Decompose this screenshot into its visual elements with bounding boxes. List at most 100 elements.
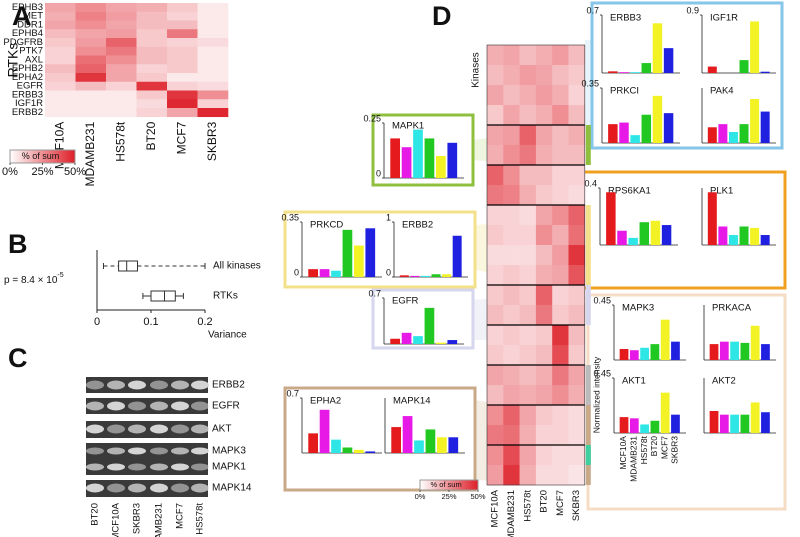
- axis-label: Kinases: [471, 52, 482, 88]
- heatmap-cell: [106, 29, 137, 39]
- y-tick-label: 0.25: [363, 113, 381, 123]
- heatmap-cell: [136, 55, 168, 65]
- bar: [308, 269, 318, 277]
- bar: [750, 325, 760, 360]
- gel-band: [150, 380, 168, 390]
- heatmap-cell: [75, 108, 107, 118]
- bar: [401, 147, 412, 178]
- bar: [354, 245, 364, 277]
- bar: [750, 99, 760, 143]
- bar: [761, 412, 770, 433]
- heatmap-cell: [535, 365, 553, 386]
- row-label: PTK7: [19, 46, 43, 57]
- heatmap-cell: [535, 405, 553, 426]
- heatmap-cell: [487, 445, 504, 466]
- lane-label: BT20: [90, 503, 101, 526]
- heatmap-cell: [75, 11, 107, 21]
- heatmap-cell: [552, 245, 569, 266]
- heatmap-cell: [106, 20, 137, 30]
- row-label: EPHB2: [12, 63, 43, 74]
- heatmap-cell: [503, 85, 520, 106]
- bar: [414, 440, 424, 453]
- bar: [342, 229, 353, 277]
- heatmap-cell: [45, 38, 76, 48]
- column-label: MCF10A: [490, 489, 501, 527]
- row-label: ERBB2: [12, 107, 43, 118]
- heatmap-cell: [568, 245, 586, 266]
- heatmap-cell: [75, 64, 107, 74]
- bar: [447, 340, 458, 344]
- heatmap-cell: [167, 46, 198, 56]
- heatmap-cell: [503, 345, 520, 366]
- heatmap-cell: [519, 65, 537, 86]
- heatmap-cell: [519, 345, 537, 366]
- colorbar-title: % of sum: [430, 480, 461, 489]
- chart-title: IGF1R: [710, 13, 738, 24]
- gel-band: [86, 380, 104, 390]
- heatmap-cell: [487, 425, 504, 446]
- gel-band: [128, 424, 146, 434]
- colorbar-title: % of sum: [22, 151, 60, 161]
- heatmap-cell: [519, 145, 537, 166]
- bar-category-label: SKBR3: [670, 436, 680, 464]
- cluster-strip: [585, 365, 591, 405]
- heatmap-cell: [503, 445, 520, 466]
- heatmap-cell: [167, 11, 198, 21]
- bar: [399, 275, 409, 277]
- heatmap-cell: [197, 99, 229, 109]
- row-label: DDR1: [17, 19, 43, 30]
- gel-strip: [86, 480, 208, 497]
- heatmap-cell: [552, 125, 569, 146]
- bar: [413, 336, 423, 344]
- heatmap-cell: [503, 465, 520, 486]
- bar: [650, 420, 660, 433]
- heatmap-cell: [503, 165, 520, 186]
- bar: [391, 427, 401, 453]
- heatmap-cell: [568, 425, 586, 446]
- heatmap-cell: [552, 165, 569, 186]
- bar: [641, 114, 652, 143]
- heatmap-cell: [487, 165, 504, 186]
- heatmap-cell: [503, 325, 520, 346]
- frame: [590, 1, 784, 150]
- gel-band: [86, 447, 104, 455]
- bar: [308, 433, 318, 453]
- gel-band: [128, 380, 146, 390]
- chart-title: PRKACA: [712, 303, 752, 314]
- bar: [619, 72, 629, 73]
- gel-band: [171, 401, 189, 411]
- heatmap-cell: [519, 445, 537, 466]
- heatmap-cell: [45, 99, 76, 109]
- bar: [750, 21, 760, 74]
- cluster-strip: [585, 285, 591, 325]
- box: [150, 290, 176, 302]
- gel-band: [128, 483, 146, 493]
- heatmap-cell: [552, 65, 569, 86]
- heatmap-cell: [45, 73, 76, 83]
- heatmap-cell: [167, 90, 198, 100]
- heatmap-cell: [535, 225, 553, 246]
- y-tick-label: 0.35: [581, 78, 599, 88]
- heatmap-cell: [487, 285, 504, 306]
- bar: [401, 332, 412, 344]
- heatmap-cell: [197, 11, 229, 21]
- bar: [663, 113, 674, 143]
- chart-title: MAPK14: [393, 396, 431, 407]
- heatmap-cell: [568, 345, 586, 366]
- heatmap-cell: [197, 108, 229, 118]
- heatmap-cell: [519, 105, 537, 126]
- bar: [442, 274, 452, 277]
- bar: [707, 127, 717, 143]
- y-tick-label: 0.7: [286, 388, 299, 398]
- heatmap-cell: [552, 185, 569, 206]
- heatmap-cell: [503, 305, 520, 326]
- bar: [660, 392, 670, 433]
- bar: [331, 270, 341, 277]
- heatmap-cell: [487, 45, 504, 66]
- gel-band: [191, 401, 209, 411]
- heatmap-cell: [106, 3, 137, 13]
- colorbar-tick-label: 50%: [470, 492, 485, 501]
- axis-label: Normalized intensity: [591, 356, 601, 433]
- bar: [331, 439, 341, 453]
- heatmap-cell: [519, 285, 537, 306]
